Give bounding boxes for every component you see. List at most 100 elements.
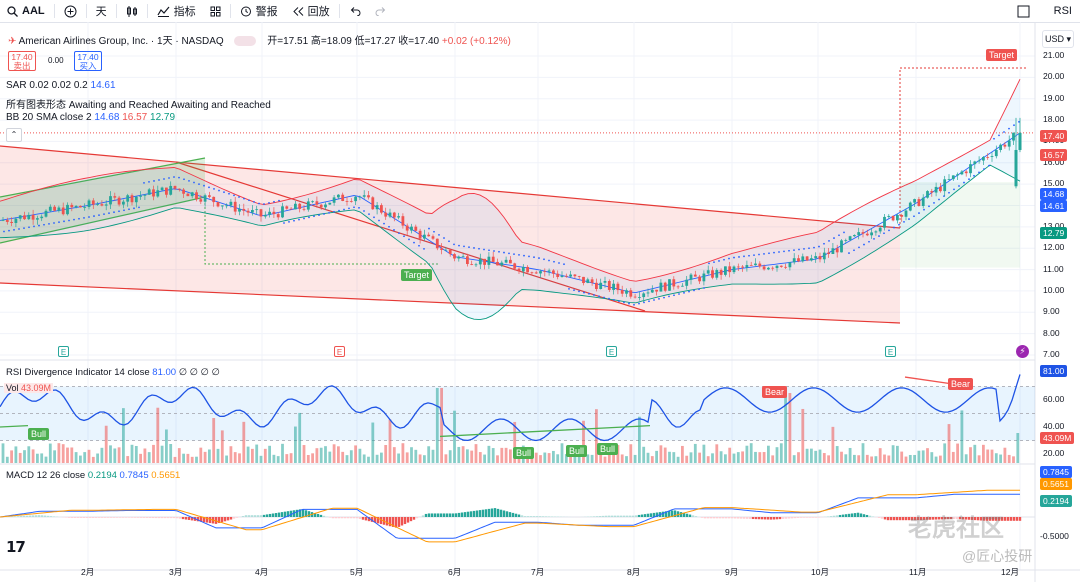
chart-type-button[interactable] [119, 0, 145, 22]
macd-histogram-bar [379, 517, 383, 525]
wedge-bottom-line [0, 196, 206, 244]
macd-histogram-bar [277, 512, 281, 517]
macd-histogram-bar [679, 512, 683, 517]
macd-histogram-bar [31, 515, 35, 517]
macd-histogram-bar [664, 511, 668, 517]
candle-body [470, 264, 474, 265]
macd-histogram-bar [985, 517, 989, 521]
sar-dot [568, 288, 570, 290]
candle-body [560, 275, 564, 278]
fullscreen-button[interactable] [1017, 0, 1054, 22]
rsi-legend[interactable]: RSI Divergence Indicator 14 close 81.00 … [6, 367, 220, 378]
candle-body [388, 212, 392, 217]
earnings-icon[interactable]: E [606, 346, 617, 357]
candle-body [521, 266, 525, 272]
macd-histogram-bar [127, 517, 131, 518]
macd-histogram-bar [139, 517, 143, 518]
session-badge [234, 36, 257, 47]
candle-body [543, 271, 547, 272]
volume-bar [36, 453, 39, 463]
macd-histogram-bar [220, 517, 224, 523]
macd-histogram-bar [64, 517, 68, 518]
candle-body [289, 208, 293, 210]
sar-dot [238, 196, 240, 198]
bull-label-3: Bull [566, 445, 588, 457]
macd-histogram-bar [415, 517, 419, 519]
candle-body [392, 212, 396, 218]
chart-canvas[interactable] [0, 22, 1080, 582]
sar-dot [93, 215, 95, 217]
macd-histogram-bar [148, 517, 152, 518]
volume-bar [306, 454, 310, 463]
macd-histogram-bar [283, 511, 287, 517]
vol-label: Vol [6, 383, 19, 393]
macd-histogram-bar [469, 511, 473, 517]
vol-legend[interactable]: Vol 43.09M [4, 383, 54, 393]
chart-title: American Airlines Group, Inc. · 1天 · NAS… [18, 36, 224, 47]
macd-histogram-bar [502, 510, 506, 517]
candle-body [268, 211, 271, 215]
collapse-legend-button[interactable]: ⌃ [6, 128, 22, 142]
macd-histogram-bar [136, 517, 140, 518]
candle-body [788, 262, 792, 268]
undo-button[interactable] [342, 0, 368, 22]
macd-histogram-bar [217, 517, 221, 524]
macd-histogram-bar [100, 517, 104, 518]
macd-histogram-bar [538, 516, 542, 517]
sar-dot [28, 226, 30, 229]
sar-dot [388, 225, 390, 228]
sar-dot [118, 210, 120, 213]
buy-label: 买入 [79, 61, 97, 71]
candle-body [251, 210, 254, 213]
buy-button[interactable]: 17.40 买入 [74, 51, 102, 71]
macd-histogram-bar [124, 517, 128, 518]
macd-legend[interactable]: MACD 12 26 close 0.2194 0.7845 0.5651 [6, 470, 180, 481]
sar-dot [293, 219, 295, 222]
currency-select[interactable]: USD ▾ [1042, 30, 1074, 48]
candle-body [1012, 132, 1015, 141]
earnings-icon[interactable]: E [885, 346, 896, 357]
volume-bar [638, 416, 641, 463]
sar-dot [468, 246, 470, 249]
bb-legend[interactable]: BB 20 SMA close 2 14.68 16.57 12.79 [6, 112, 175, 123]
earnings-icon[interactable]: E [334, 346, 345, 357]
lightning-icon[interactable]: ⚡ [1016, 345, 1029, 358]
macd-histogram-bar [619, 515, 623, 517]
indicators-button[interactable]: 指标 [150, 0, 203, 22]
replay-button[interactable]: 回放 [285, 0, 337, 22]
sar-dot [493, 250, 495, 252]
earnings-icon[interactable]: E [58, 346, 69, 357]
templates-button[interactable] [203, 0, 228, 22]
volume-bar [797, 452, 800, 463]
compare-button[interactable] [57, 0, 84, 22]
candle-body [1014, 149, 1018, 187]
symbol-search[interactable]: AAL [0, 0, 52, 22]
alert-button[interactable]: 警报 [233, 0, 285, 22]
macd-histogram-bar [970, 517, 974, 520]
macd-histogram-bar [286, 511, 290, 517]
sar-dot [223, 191, 225, 194]
time-tick-label: 3月 [169, 567, 183, 577]
volume-bar [560, 443, 564, 463]
volume-bar [311, 453, 314, 463]
sar-dot [673, 294, 675, 297]
macd-histogram-bar [133, 517, 137, 518]
macd-histogram-bar [757, 517, 761, 520]
price-tick-label: 19.00 [1043, 92, 1065, 103]
sar-dot [833, 237, 835, 239]
sar-dot [798, 248, 800, 251]
sell-button[interactable]: 17.40 卖出 [8, 51, 36, 71]
macd-histogram-bar [367, 517, 371, 522]
volume-bar [891, 445, 895, 463]
patterns-legend[interactable]: 所有图表形态 Awaiting and Reached Awaiting and… [6, 96, 271, 111]
volume-bar [302, 445, 306, 463]
macd-histogram-bar [475, 510, 479, 517]
sar-dot [603, 296, 605, 299]
macd-histogram-bar [49, 516, 53, 517]
candle-body [878, 227, 882, 232]
candle-body [186, 193, 190, 197]
interval-button[interactable]: 天 [95, 6, 107, 18]
redo-button[interactable] [368, 0, 394, 22]
rsi-tab[interactable]: RSI [1053, 5, 1072, 17]
sar-legend[interactable]: SAR 0.02 0.02 0.2 14.61 [6, 80, 116, 91]
